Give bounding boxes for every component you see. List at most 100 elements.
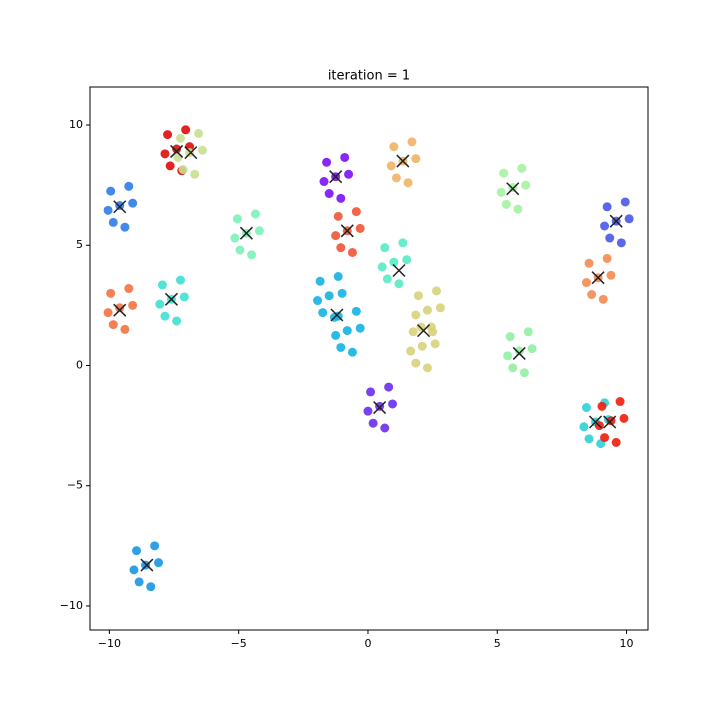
centroid [140, 558, 154, 572]
point [598, 294, 608, 304]
point [523, 327, 533, 337]
point [406, 346, 416, 356]
point [190, 169, 200, 179]
plot-frame [89, 86, 649, 631]
point [337, 288, 347, 298]
point [120, 324, 130, 334]
centroid [609, 214, 623, 228]
point [602, 253, 612, 263]
point [324, 291, 334, 301]
chart-title: iteration = 1 [328, 69, 410, 84]
point [154, 558, 164, 568]
point [431, 286, 441, 296]
point [403, 178, 413, 188]
point [380, 243, 390, 253]
point [584, 258, 594, 268]
point [197, 145, 207, 155]
point [155, 299, 165, 309]
point [619, 413, 629, 423]
point [411, 154, 421, 164]
plot-area [90, 87, 648, 630]
point [505, 332, 515, 342]
point [342, 326, 352, 336]
point [579, 422, 589, 432]
point [336, 342, 346, 352]
centroid [392, 263, 406, 278]
point [318, 308, 328, 318]
point [417, 341, 427, 351]
x-tick-label: −10 [98, 637, 121, 650]
point [115, 303, 125, 313]
point [521, 180, 531, 190]
y-tick-label: 5 [76, 238, 83, 251]
point [347, 247, 357, 257]
point [620, 197, 630, 207]
point [181, 125, 191, 135]
point [391, 173, 401, 183]
point [132, 546, 142, 556]
point [363, 406, 373, 416]
point [411, 310, 421, 320]
point [340, 152, 350, 162]
point [108, 217, 118, 227]
point [106, 186, 116, 196]
centroid [417, 324, 431, 338]
point [331, 231, 341, 241]
point [413, 291, 423, 301]
point [435, 303, 445, 313]
point [128, 300, 138, 310]
point [605, 233, 615, 243]
point [250, 209, 260, 219]
point [344, 169, 354, 179]
point [235, 245, 245, 255]
point [597, 401, 607, 411]
point [146, 582, 156, 592]
centroid [330, 308, 344, 322]
centroid [113, 303, 127, 317]
point [402, 255, 412, 265]
point [134, 577, 144, 587]
point [106, 288, 116, 298]
point [351, 207, 361, 217]
point [375, 401, 385, 411]
point [615, 397, 625, 407]
point [519, 368, 529, 378]
point [355, 223, 365, 233]
centroid [591, 271, 605, 285]
point [172, 144, 182, 154]
point [319, 177, 329, 187]
point [386, 161, 396, 171]
point [331, 330, 341, 340]
point [141, 560, 151, 570]
point [600, 433, 610, 443]
centroid [588, 415, 603, 429]
point [254, 226, 264, 236]
point [380, 423, 390, 433]
point [172, 316, 182, 326]
centroid [170, 144, 184, 158]
point [129, 565, 139, 575]
point [499, 168, 509, 178]
point [501, 199, 511, 209]
point [230, 233, 240, 243]
point [157, 280, 167, 290]
centroid [396, 154, 410, 168]
point [163, 130, 173, 140]
point [587, 290, 597, 300]
centroid [113, 200, 127, 214]
point [508, 183, 518, 193]
point [384, 382, 394, 392]
point [232, 214, 242, 224]
centroid [340, 224, 354, 238]
point [324, 189, 334, 199]
point [108, 320, 118, 330]
point [408, 327, 418, 337]
point [247, 250, 257, 260]
x-tick-label: 0 [364, 637, 371, 650]
point [382, 274, 392, 284]
point [103, 205, 113, 215]
y-tick-label: −10 [60, 599, 83, 612]
point [411, 358, 421, 368]
centroid [506, 182, 520, 196]
point [611, 437, 621, 447]
